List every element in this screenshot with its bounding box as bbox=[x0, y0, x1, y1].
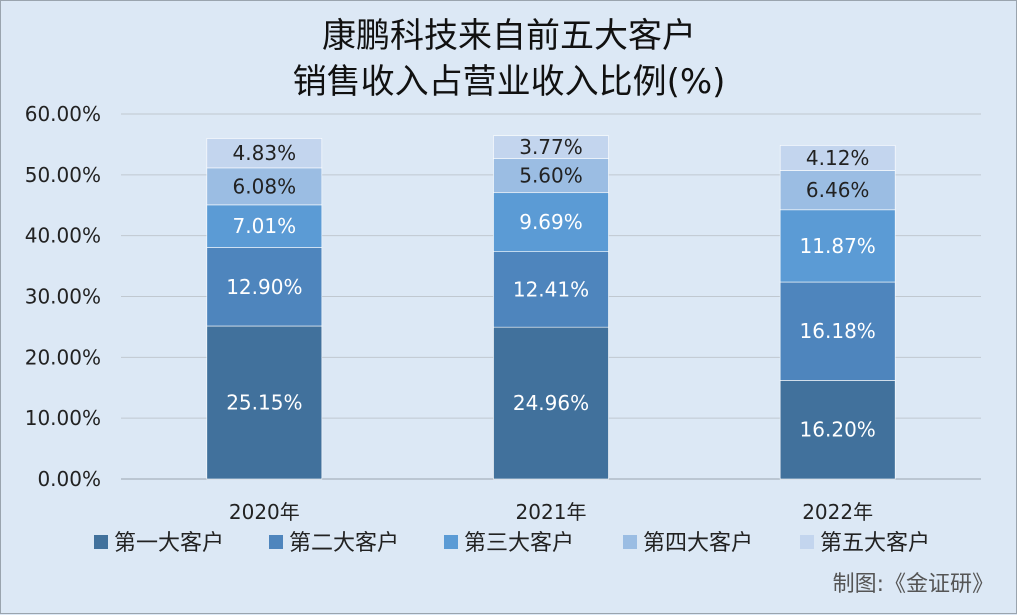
bar-segment bbox=[779, 209, 896, 283]
bar-segment bbox=[493, 135, 609, 159]
data-label: 3.77% bbox=[519, 135, 583, 159]
y-axis-ticks: 0.00% 10.00% 20.00% 30.00% 40.00% 50.00% 60.00… bbox=[25, 102, 101, 491]
bar-segment bbox=[493, 326, 609, 480]
chart-title-line: 销售收入占营业收入比例(%) bbox=[293, 62, 726, 102]
x-category-label: 2022年 bbox=[802, 500, 873, 524]
data-label: 4.12% bbox=[806, 146, 870, 170]
legend: 第一大客户 第二大客户 第三大客户 第四大客户 第五大客户 bbox=[94, 531, 930, 556]
y-tick-label: 40.00% bbox=[25, 224, 101, 248]
chart-title-line: 康鹏科技来自前五大客户 bbox=[322, 16, 696, 56]
bar-segment bbox=[206, 167, 323, 206]
bar-segment bbox=[206, 247, 323, 327]
data-label: 16.20% bbox=[800, 418, 876, 442]
data-label: 16.18% bbox=[800, 319, 876, 343]
legend-label: 第四大客户 bbox=[643, 531, 753, 556]
data-label: 7.01% bbox=[233, 214, 297, 238]
bar-segment bbox=[779, 170, 896, 211]
legend-swatch bbox=[94, 535, 108, 549]
y-tick-label: 20.00% bbox=[25, 345, 101, 369]
bar-segment bbox=[779, 145, 896, 171]
bar-segment bbox=[779, 380, 896, 480]
x-category-label: 2021年 bbox=[516, 500, 587, 524]
data-label: 9.69% bbox=[519, 210, 583, 234]
x-category-label: 2020年 bbox=[229, 500, 300, 524]
y-tick-label: 10.00% bbox=[25, 406, 101, 430]
data-label: 25.15% bbox=[226, 391, 302, 415]
data-label: 6.08% bbox=[233, 174, 297, 198]
bar-segment bbox=[206, 138, 323, 169]
bars: 25.15% 12.90% 7.01% 6.08% 4.83% 24.96% 12.41% 9… bbox=[206, 135, 896, 480]
data-label: 5.60% bbox=[519, 164, 583, 188]
data-label: 6.46% bbox=[806, 178, 870, 202]
data-label: 12.41% bbox=[513, 277, 589, 301]
data-label: 11.87% bbox=[800, 234, 876, 258]
legend-swatch bbox=[269, 535, 283, 549]
legend-label: 第二大客户 bbox=[289, 531, 399, 556]
bar-segment bbox=[206, 325, 323, 480]
x-axis-categories: 2020年 2021年 2022年 bbox=[229, 500, 873, 524]
data-label: 24.96% bbox=[513, 391, 589, 415]
bar-segment bbox=[206, 204, 323, 248]
legend-swatch bbox=[623, 535, 637, 549]
legend-label: 第一大客户 bbox=[114, 531, 224, 556]
y-tick-label: 0.00% bbox=[37, 467, 101, 491]
data-label: 12.90% bbox=[226, 275, 302, 299]
bar-segment bbox=[493, 251, 609, 328]
data-label: 4.83% bbox=[233, 141, 297, 165]
bar-segment bbox=[779, 281, 896, 381]
y-tick-label: 50.00% bbox=[25, 163, 101, 187]
legend-label: 第三大客户 bbox=[464, 531, 574, 556]
legend-swatch bbox=[444, 535, 458, 549]
bar-segment bbox=[493, 158, 609, 194]
legend-label: 第五大客户 bbox=[820, 531, 930, 556]
y-tick-label: 60.00% bbox=[25, 102, 101, 126]
y-tick-label: 30.00% bbox=[25, 285, 101, 309]
credit-text: 制图:《金证研》 bbox=[833, 572, 994, 597]
legend-swatch bbox=[800, 535, 814, 549]
bar-segment bbox=[493, 192, 609, 252]
